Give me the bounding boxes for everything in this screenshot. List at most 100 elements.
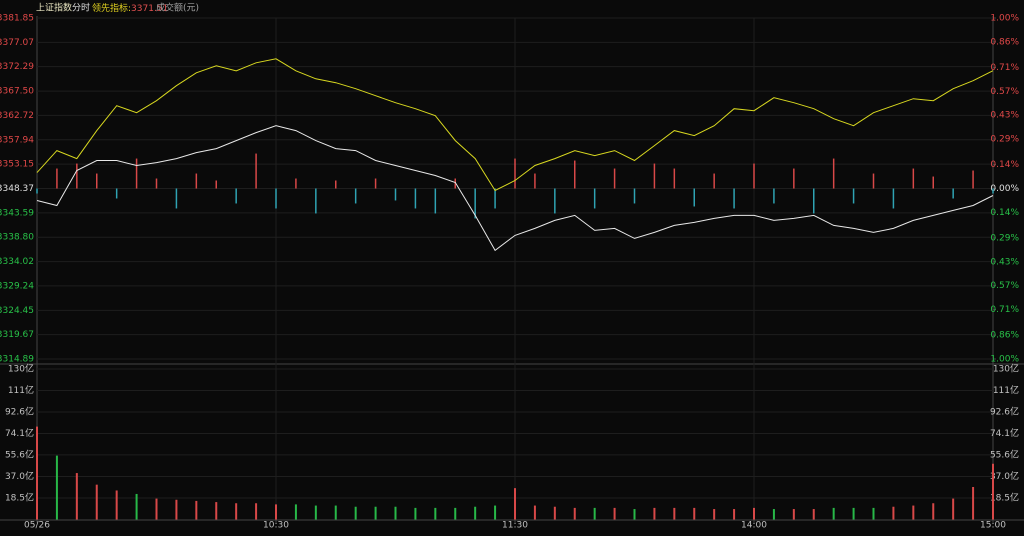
volume-bar [713, 509, 716, 520]
y-tick-label: 3381.85 [0, 14, 34, 24]
y-tick-label: 3343.59 [0, 208, 34, 218]
volume-bar [653, 507, 656, 520]
volume-bar [314, 505, 317, 520]
leading-value: 3371.51 [131, 4, 168, 14]
y2-tick-label: 0.00% [990, 184, 1019, 194]
y-tick-label: 111亿 [993, 384, 1019, 396]
y2-tick-label: 0.57% [990, 281, 1019, 291]
price-line [36, 58, 994, 192]
volume-bar [892, 506, 895, 520]
volume-bar [772, 509, 775, 520]
volume-bar [852, 507, 855, 520]
y-tick-label: 74.1亿 [5, 427, 34, 439]
volume-bar [155, 498, 158, 520]
volume-bar [952, 498, 955, 520]
volume-bar [294, 504, 297, 520]
volume-bar [175, 499, 178, 520]
y-tick-label: 37.0亿 [990, 470, 1019, 482]
volume-bar [275, 504, 277, 520]
volume-bar [593, 507, 596, 520]
y-tick-label: 3334.02 [0, 257, 34, 267]
y2-tick-label: 0.29% [990, 135, 1019, 145]
volume-bar [394, 506, 397, 520]
y2-tick-label: 0.86% [990, 37, 1019, 47]
y2-tick-label: 0.43% [990, 257, 1019, 267]
y2-tick-label: 0.71% [990, 305, 1019, 315]
leading-indicator: 领先指标:3371.51 [92, 2, 168, 14]
x-tick-label: 10:30 [263, 521, 289, 531]
y-tick-label: 3362.72 [0, 111, 34, 121]
y2-tick-label: 1.00% [990, 355, 1019, 365]
y-tick-label: 3329.24 [0, 281, 34, 291]
volume-bar [832, 507, 835, 520]
volume-bar [912, 505, 915, 520]
index-name: 上证指数 [36, 2, 72, 14]
volume-bar [255, 503, 258, 520]
y2-tick-label: 0.14% [990, 208, 1019, 218]
period: 分时 [72, 2, 90, 14]
volume-bar [215, 502, 218, 520]
volume-bar [613, 507, 616, 520]
y2-tick-label: 0.29% [990, 233, 1019, 243]
volume-bar [55, 455, 58, 520]
x-tick-label: 15:00 [980, 521, 1006, 531]
y-tick-label: 74.1亿 [990, 427, 1019, 439]
y2-tick-label: 0.57% [990, 87, 1019, 97]
volume-bar [195, 500, 198, 520]
volume-bar [573, 507, 576, 520]
y-tick-label: 3324.45 [0, 306, 34, 316]
y2-tick-label: 1.00% [990, 14, 1019, 24]
volume-bar [972, 486, 975, 520]
y-tick-label: 18.5亿 [5, 492, 34, 504]
x-tick-label: 05/26 [24, 521, 50, 531]
volume-bar [95, 484, 98, 520]
y-tick-label: 3314.89 [0, 355, 34, 365]
volume-bar [36, 426, 38, 520]
y-tick-label: 92.6亿 [990, 405, 1019, 417]
y-tick-label: 3372.29 [0, 62, 34, 72]
y2-tick-label: 0.71% [990, 63, 1019, 73]
volume-bar [553, 506, 556, 520]
volume-bar [374, 506, 377, 520]
volume-bar [354, 506, 357, 520]
volume-bar [474, 506, 477, 520]
y2-tick-label: 0.14% [990, 160, 1019, 170]
y-tick-label: 92.6亿 [5, 405, 34, 417]
volume-bar [633, 509, 636, 520]
y-tick-label: 3348.37 [0, 184, 34, 194]
leading-label: 领先指标: [92, 2, 131, 14]
volume-bar [434, 507, 437, 520]
volume-bar [753, 507, 755, 520]
amount-label: 成交额(元) [156, 2, 199, 14]
volume-bar [932, 503, 935, 520]
volume-bar [454, 507, 457, 520]
volume-bar [673, 507, 676, 520]
y-tick-label: 3357.94 [0, 135, 34, 145]
y-tick-label: 130亿 [993, 363, 1019, 375]
price-line [36, 125, 994, 252]
volume-bar [414, 507, 417, 520]
y2-tick-label: 0.43% [990, 111, 1019, 121]
y-tick-label: 55.6亿 [990, 448, 1019, 460]
y-tick-label: 3353.15 [0, 160, 34, 170]
y-tick-label: 18.5亿 [990, 492, 1019, 504]
volume-bar [75, 473, 78, 520]
volume-bar [334, 505, 337, 520]
y-tick-label: 111亿 [8, 384, 34, 396]
y-tick-label: 3377.07 [0, 38, 34, 48]
y-tick-label: 3367.50 [0, 87, 34, 97]
volume-bar [115, 490, 118, 520]
volume-bar [693, 507, 696, 520]
volume-bar [533, 505, 536, 520]
volume-bar [135, 493, 138, 520]
y-tick-label: 55.6亿 [5, 448, 34, 460]
volume-bar [733, 509, 736, 520]
y-tick-label: 3338.80 [0, 233, 34, 243]
y-tick-label: 37.0亿 [5, 470, 34, 482]
x-tick-label: 14:00 [741, 521, 767, 531]
y-tick-label: 130亿 [8, 363, 34, 375]
volume-bar [235, 503, 238, 520]
volume-bar [494, 505, 497, 520]
